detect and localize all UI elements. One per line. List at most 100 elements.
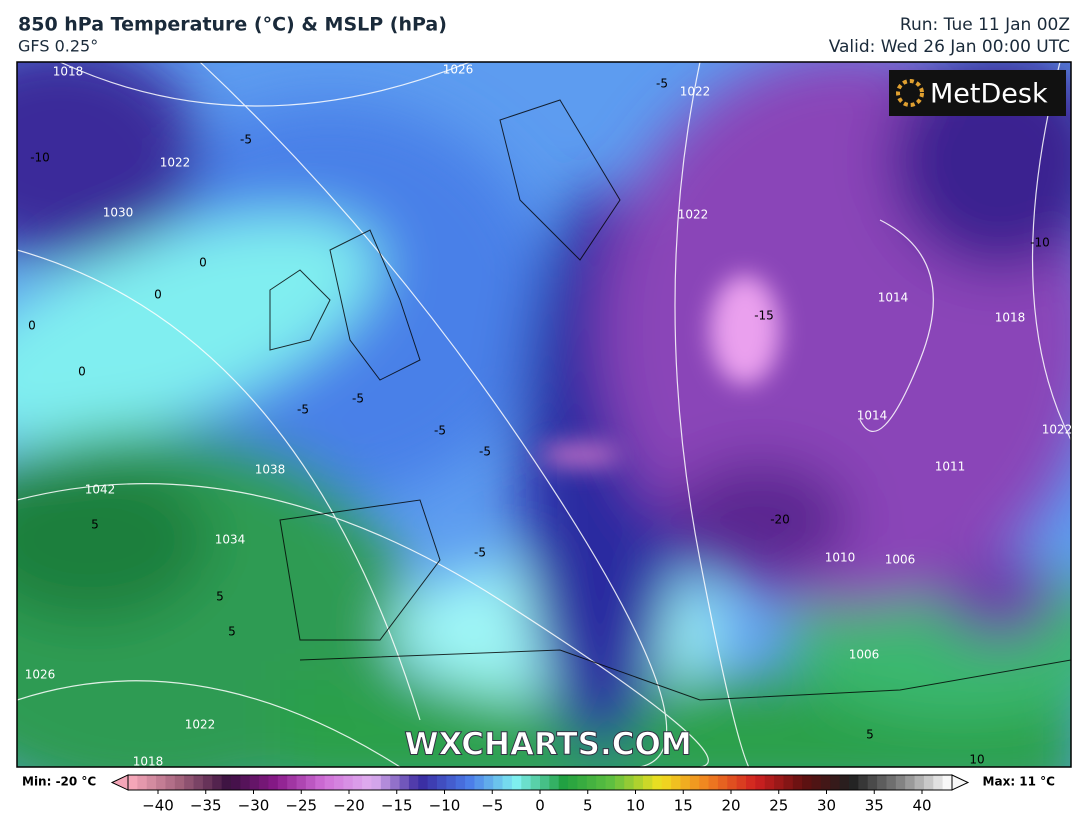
contour-label: 1026 — [443, 63, 474, 77]
colorbar-cell — [540, 775, 550, 790]
colorbar-cell — [137, 775, 148, 790]
colorbar-cell — [577, 775, 588, 790]
logo: MetDesk — [930, 79, 1048, 110]
colorbar-cell — [736, 775, 747, 790]
colorbar-cell — [586, 775, 597, 790]
contour-label: 1018 — [133, 755, 164, 769]
colorbar-cell — [259, 775, 269, 790]
colorbar-cell — [708, 775, 719, 790]
colorbar-cell — [680, 775, 691, 790]
contour-label: 5 — [216, 590, 224, 604]
colorbar-tick-label: 15 — [674, 797, 693, 815]
colorbar-cell — [362, 775, 372, 790]
colorbar-tick-label: −25 — [285, 797, 317, 815]
colorbar-cell — [549, 775, 560, 790]
contour-label: -5 — [474, 546, 486, 560]
contour-label: 0 — [28, 319, 36, 333]
colorbar-cell — [343, 775, 354, 790]
contour-label: -5 — [352, 392, 364, 406]
colorbar-cell — [249, 775, 260, 790]
contour-label: 1030 — [103, 206, 134, 220]
colorbar-cell — [530, 775, 541, 790]
contour-label: 1011 — [935, 460, 966, 474]
colorbar-tick-label: −20 — [333, 797, 365, 815]
colorbar-tick-label: 5 — [583, 797, 593, 815]
colorbar-tick-label: 30 — [817, 797, 836, 815]
colorbar-cell — [661, 775, 672, 790]
colorbar-min-arrow — [110, 774, 129, 791]
colorbar-cell — [652, 775, 663, 790]
max-label: Max: 11 °C — [983, 775, 1056, 789]
colorbar-cell — [371, 775, 382, 790]
colorbar-cell — [483, 775, 494, 790]
colorbar-cell — [568, 775, 578, 790]
contour-label: 5 — [866, 728, 874, 742]
colorbar-tick-label: 0 — [535, 797, 545, 815]
colorbar-cell — [474, 775, 485, 790]
colorbar-cell — [296, 775, 307, 790]
colorbar-tick-label: −15 — [381, 797, 413, 815]
colorbar-cell — [942, 775, 953, 790]
colorbar-cell — [437, 775, 447, 790]
contour-label: 10 — [969, 753, 984, 767]
contour-label: 1006 — [885, 553, 916, 567]
colorbar-cell — [886, 775, 897, 790]
colorbar-cell — [305, 775, 316, 790]
colorbar-cell — [202, 775, 213, 790]
contour-label: 0 — [154, 288, 162, 302]
colorbar-cell — [624, 775, 635, 790]
contour-label: 1022 — [185, 718, 216, 732]
colorbar-tick-label: −30 — [238, 797, 270, 815]
colorbar-cell — [633, 775, 644, 790]
colorbar-cell — [221, 775, 232, 790]
map — [17, 62, 1071, 767]
colorbar-cell — [905, 775, 916, 790]
colorbar-cell — [933, 775, 944, 790]
colorbar-cell — [699, 775, 710, 790]
subtitle: GFS 0.25° — [18, 37, 98, 56]
contour-label: 1018 — [995, 311, 1026, 325]
colorbar-cell — [849, 775, 859, 790]
run-time: Run: Tue 11 Jan 00Z — [900, 15, 1070, 35]
contour-label: 0 — [199, 256, 207, 270]
colorbar-cell — [380, 775, 391, 790]
colorbar-cell — [811, 775, 822, 790]
contour-label: 1022 — [680, 85, 711, 99]
colorbar-cell — [605, 775, 616, 790]
colorbar-cell — [212, 775, 223, 790]
colorbar-cell — [717, 775, 728, 790]
colorbar-cell — [146, 775, 157, 790]
colorbar-cell — [596, 775, 607, 790]
watermark: WXCHARTS.COM — [404, 727, 691, 763]
colorbar-cell — [511, 775, 522, 790]
contour-label: -20 — [770, 513, 790, 527]
colorbar-cell — [614, 775, 625, 790]
colorbar-cell — [923, 775, 934, 790]
colorbar-max-arrow — [951, 774, 970, 791]
colorbar-cell — [268, 775, 279, 790]
contour-label: 1022 — [160, 156, 191, 170]
colorbar-cell — [643, 775, 653, 790]
contour-label: -5 — [434, 424, 446, 438]
contour-label: 1018 — [53, 65, 84, 79]
colorbar-cell — [839, 775, 850, 790]
colorbar-cell — [184, 775, 195, 790]
colorbar-cell — [802, 775, 813, 790]
colorbar-tick-label: −35 — [190, 797, 222, 815]
colorbar-cell — [755, 775, 766, 790]
colorbar-tick-label: −5 — [481, 797, 503, 815]
colorbar-cell — [231, 775, 241, 790]
colorbar-cell — [689, 775, 700, 790]
colorbar-cell — [193, 775, 204, 790]
colorbar-tick-label: −40 — [142, 797, 174, 815]
contour-label: 1022 — [1042, 423, 1073, 437]
contour-label: 1022 — [678, 208, 709, 222]
colorbar-cell — [774, 775, 784, 790]
colorbar-cell — [174, 775, 185, 790]
contour-label: 1014 — [878, 291, 909, 305]
colorbar-cell — [287, 775, 298, 790]
contour-label: 1042 — [85, 483, 116, 497]
colorbar-cell — [493, 775, 504, 790]
colorbar-cell — [895, 775, 906, 790]
colorbar-cell — [446, 775, 457, 790]
